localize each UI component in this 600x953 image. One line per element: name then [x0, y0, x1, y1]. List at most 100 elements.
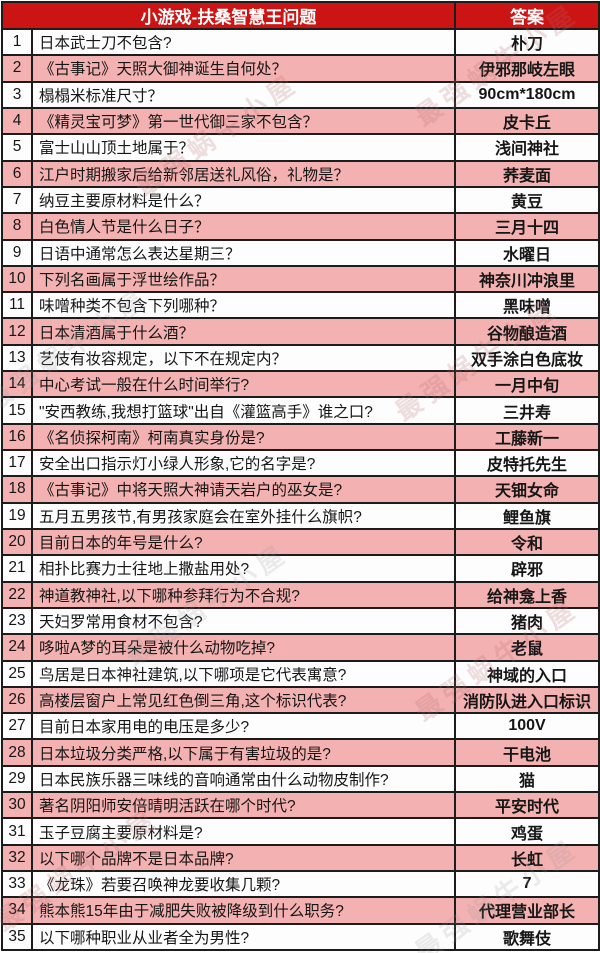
answer-cell: 天钿女命: [454, 475, 600, 504]
answer-cell: 7: [454, 869, 600, 899]
question-cell: 高楼层窗户上常见红色倒三角,这个标识代表?: [30, 685, 457, 715]
row-number: 19: [1, 501, 33, 530]
question-cell: 《古事记》中将天照大神请天岩户的巫女是?: [30, 475, 457, 504]
question-cell: 目前日本的年号是什么?: [30, 527, 457, 557]
answer-cell: 黄豆: [454, 185, 600, 215]
answer-cell: 平安时代: [454, 791, 600, 820]
question-cell: 《名侦探柯南》柯南真实身份是?: [30, 422, 457, 452]
question-cell: 日本武士刀不包含?: [30, 27, 457, 57]
table-row: 20 目前日本的年号是什么? 令和: [1, 527, 600, 557]
table-title: 小游戏-扶桑智慧王问题: [0, 1, 457, 30]
answer-cell: 给神龛上香: [454, 580, 600, 609]
row-number: 10: [1, 264, 33, 294]
row-number: 8: [1, 212, 33, 241]
table-row: 2 《古事记》天照大御神诞生自何处？ 伊邪那岐左眼: [1, 54, 600, 83]
question-cell: 中心考试一般在什么时间举行?: [30, 370, 457, 399]
row-number: 4: [1, 106, 33, 136]
answer-cell: 皮卡丘: [454, 106, 600, 136]
question-cell: 味噌种类不包含下列哪种？: [30, 291, 457, 320]
row-number: 11: [1, 291, 33, 320]
question-cell: 相扑比赛力士往地上撒盐用处?: [30, 554, 457, 583]
table-row: 16 《名侦探柯南》柯南真实身份是? 工藤新一: [1, 422, 600, 452]
row-number: 24: [1, 633, 33, 662]
question-cell: 目前日本家用电的电压是多少?: [30, 712, 457, 741]
question-cell: 日本垃圾分类严格,以下属于有害垃圾的是?: [30, 738, 457, 767]
answer-cell: 鲤鱼旗: [454, 501, 600, 530]
row-number: 30: [1, 791, 33, 820]
table-row: 28 日本垃圾分类严格,以下属于有害垃圾的是? 干电池: [1, 738, 600, 767]
row-number: 15: [1, 396, 33, 425]
answer-cell: 歌舞伎: [454, 922, 600, 952]
question-cell: 榻榻米标准尺寸？: [30, 80, 457, 109]
table-row: 30 著名阴阳师安倍晴明活跃在哪个时代? 平安时代: [1, 791, 600, 820]
table-row: 26 高楼层窗户上常见红色倒三角,这个标识代表? 消防队进入口标识: [1, 685, 600, 715]
row-number: 27: [1, 712, 33, 741]
answer-cell: 鸡蛋: [454, 817, 600, 846]
answer-cell: 皮特托先生: [454, 448, 600, 478]
answer-cell: 消防队进入口标识: [454, 685, 600, 715]
answer-cell: 三井寿: [454, 396, 600, 425]
table-row: 3 榻榻米标准尺寸？ 90cm*180cm: [1, 80, 600, 109]
row-number: 34: [1, 896, 33, 925]
question-cell: 天妇罗常用食材不包含?: [30, 606, 457, 636]
answer-cell: 水曜日: [454, 238, 600, 267]
table-row: 17 安全出口指示灯小绿人形象,它的名字是? 皮特托先生: [1, 448, 600, 478]
row-number: 14: [1, 370, 33, 399]
quiz-table-body: 1 日本武士刀不包含? 朴刀 2 《古事记》天照大御神诞生自何处？ 伊邪那岐左眼 3 榻榻米标…: [1, 27, 600, 952]
table-row: 19 五月五男孩节,有男孩家庭会在室外挂什么旗帜? 鲤鱼旗: [1, 501, 600, 530]
table-row: 34 熊本熊15年由于减肥失败被降级到什么职务? 代理营业部长: [1, 896, 600, 925]
table-row: 4 《精灵宝可梦》第一世代御三家不包含？ 皮卡丘: [1, 106, 600, 136]
answer-column-header: 答案: [454, 1, 600, 30]
answer-cell: 辟邪: [454, 554, 600, 583]
question-cell: 白色情人节是什么日子？: [30, 212, 457, 241]
row-number: 23: [1, 606, 33, 636]
question-cell: 鸟居是日本神社建筑,以下哪项是它代表寓意?: [30, 659, 457, 688]
row-number: 6: [1, 159, 33, 188]
row-number: 17: [1, 448, 33, 478]
question-cell: 安全出口指示灯小绿人形象,它的名字是?: [30, 448, 457, 478]
question-cell: 日本民族乐器三味线的音响通常由什么动物皮制作?: [30, 764, 457, 794]
table-row: 6 江户时期搬家后给新邻居送礼风俗，礼物是？ 荞麦面: [1, 159, 600, 188]
row-number: 26: [1, 685, 33, 715]
answer-cell: 神奈川冲浪里: [454, 264, 600, 294]
table-row: 27 目前日本家用电的电压是多少? 100V: [1, 712, 600, 741]
table-row: 10 下列名画属于浮世绘作品？ 神奈川冲浪里: [1, 264, 600, 294]
table-row: 13 艺伎有妆容规定，以下不在规定内？ 双手涂白色底妆: [1, 343, 600, 373]
question-cell: 著名阴阳师安倍晴明活跃在哪个时代?: [30, 791, 457, 820]
question-cell: 五月五男孩节,有男孩家庭会在室外挂什么旗帜?: [30, 501, 457, 530]
question-cell: 下列名画属于浮世绘作品？: [30, 264, 457, 294]
answer-cell: 朴刀: [454, 27, 600, 57]
table-row: 21 相扑比赛力士往地上撒盐用处? 辟邪: [1, 554, 600, 583]
question-cell: 以下哪个品牌不是日本品牌?: [30, 843, 457, 873]
question-cell: 玉子豆腐主要原材料是?: [30, 817, 457, 846]
question-cell: 以下哪种职业从业者全为男性?: [30, 922, 457, 952]
row-number: 29: [1, 764, 33, 794]
row-number: 31: [1, 817, 33, 846]
answer-cell: 工藤新一: [454, 422, 600, 452]
answer-cell: 猫: [454, 764, 600, 794]
table-row: 32 以下哪个品牌不是日本品牌? 长虹: [1, 843, 600, 873]
table-row: 11 味噌种类不包含下列哪种？ 黑味噌: [1, 291, 600, 320]
row-number: 16: [1, 422, 33, 452]
row-number: 1: [1, 27, 33, 57]
table-row: 22 神道教神社,以下哪种参拜行为不合规? 给神龛上香: [1, 580, 600, 609]
row-number: 28: [1, 738, 33, 767]
table-row: 33 《龙珠》若要召唤神龙要收集几颗? 7: [1, 869, 600, 899]
answer-cell: 干电池: [454, 738, 600, 767]
table-row: 15 "安西教练,我想打篮球"出自《灌篮高手》谁之口? 三井寿: [1, 396, 600, 425]
question-cell: 艺伎有妆容规定，以下不在规定内？: [30, 343, 457, 373]
question-cell: 《龙珠》若要召唤神龙要收集几颗?: [30, 869, 457, 899]
table-row: 5 富士山山顶土地属于？ 浅间神社: [1, 133, 600, 162]
table-row: 23 天妇罗常用食材不包含? 猪肉: [1, 606, 600, 636]
row-number: 3: [1, 80, 33, 109]
row-number: 32: [1, 843, 33, 873]
table-row: 24 哆啦A梦的耳朵是被什么动物吃掉? 老鼠: [1, 633, 600, 662]
question-cell: 日语中通常怎么表达星期三？: [30, 238, 457, 267]
answer-cell: 黑味噌: [454, 291, 600, 320]
answer-cell: 神域的入口: [454, 659, 600, 688]
question-cell: "安西教练,我想打篮球"出自《灌篮高手》谁之口?: [30, 396, 457, 425]
table-row: 31 玉子豆腐主要原材料是? 鸡蛋: [1, 817, 600, 846]
answer-cell: 长虹: [454, 843, 600, 873]
table-row: 9 日语中通常怎么表达星期三？ 水曜日: [1, 238, 600, 267]
